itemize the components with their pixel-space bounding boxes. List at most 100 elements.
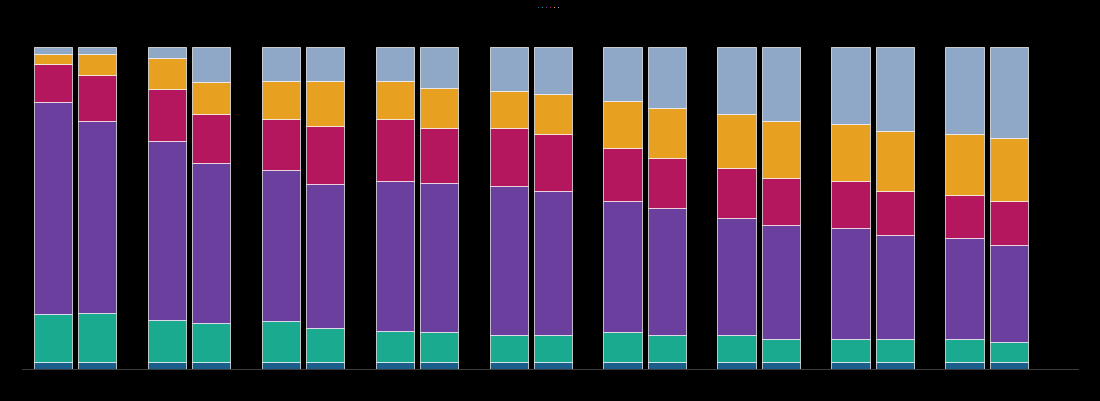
Bar — [262, 362, 300, 369]
Bar — [990, 48, 1028, 138]
Bar — [876, 132, 914, 192]
Bar — [534, 95, 572, 135]
Bar — [990, 362, 1028, 369]
Bar — [490, 129, 528, 186]
Bar — [490, 48, 528, 92]
Bar — [761, 48, 800, 122]
Bar — [648, 108, 686, 158]
Bar — [534, 135, 572, 192]
Bar — [419, 332, 458, 362]
Bar — [375, 120, 414, 181]
Bar — [306, 127, 344, 184]
Bar — [717, 48, 756, 115]
Bar — [990, 342, 1028, 362]
Bar — [761, 362, 800, 369]
Bar — [946, 48, 983, 135]
Bar — [717, 362, 756, 369]
Bar — [78, 362, 117, 369]
Bar — [419, 183, 458, 332]
Bar — [375, 331, 414, 362]
Bar — [147, 141, 186, 321]
Bar — [604, 332, 642, 362]
Bar — [876, 48, 914, 132]
Bar — [262, 321, 300, 362]
Bar — [147, 362, 186, 369]
Bar — [876, 339, 914, 362]
Bar — [534, 192, 572, 336]
Bar — [648, 158, 686, 209]
Bar — [832, 182, 870, 229]
Bar — [375, 181, 414, 331]
Bar — [33, 65, 72, 103]
Bar — [604, 48, 642, 101]
Bar — [33, 48, 72, 55]
Bar — [33, 314, 72, 362]
Bar — [648, 209, 686, 336]
Bar — [534, 362, 572, 369]
Bar — [306, 82, 344, 127]
Bar — [419, 362, 458, 369]
Bar — [717, 115, 756, 168]
Bar — [832, 362, 870, 369]
Bar — [419, 89, 458, 129]
Bar — [604, 101, 642, 148]
Bar — [306, 48, 344, 82]
Bar — [191, 362, 230, 369]
Bar — [191, 114, 230, 163]
Bar — [761, 225, 800, 339]
Legend: 1%, 2%, 3%, 4%, 5%, 6%+: 1%, 2%, 3%, 4%, 5%, 6%+ — [538, 7, 562, 10]
Bar — [490, 186, 528, 335]
Bar — [946, 195, 983, 239]
Bar — [375, 82, 414, 120]
Bar — [191, 163, 230, 324]
Bar — [648, 362, 686, 369]
Bar — [147, 59, 186, 89]
Bar — [147, 48, 186, 59]
Bar — [306, 362, 344, 369]
Bar — [946, 239, 983, 339]
Bar — [876, 235, 914, 339]
Bar — [33, 103, 72, 314]
Bar — [262, 48, 300, 82]
Bar — [604, 202, 642, 332]
Bar — [990, 138, 1028, 202]
Bar — [191, 324, 230, 362]
Bar — [78, 55, 117, 76]
Bar — [78, 122, 117, 313]
Bar — [33, 362, 72, 369]
Bar — [832, 125, 870, 182]
Bar — [490, 92, 528, 129]
Bar — [78, 313, 117, 362]
Bar — [534, 336, 572, 362]
Bar — [419, 48, 458, 89]
Bar — [33, 55, 72, 65]
Bar — [946, 339, 983, 362]
Bar — [262, 82, 300, 120]
Bar — [990, 245, 1028, 342]
Bar — [832, 229, 870, 339]
Bar — [876, 362, 914, 369]
Bar — [78, 76, 117, 122]
Bar — [832, 48, 870, 125]
Bar — [717, 336, 756, 362]
Bar — [490, 335, 528, 362]
Bar — [306, 184, 344, 328]
Bar — [604, 362, 642, 369]
Bar — [717, 168, 756, 219]
Bar — [990, 202, 1028, 245]
Bar — [761, 178, 800, 225]
Bar — [78, 48, 117, 55]
Bar — [375, 362, 414, 369]
Bar — [876, 192, 914, 235]
Bar — [946, 135, 983, 195]
Bar — [832, 339, 870, 362]
Bar — [191, 83, 230, 114]
Bar — [604, 148, 642, 202]
Bar — [147, 89, 186, 141]
Bar — [761, 339, 800, 362]
Bar — [490, 362, 528, 369]
Bar — [717, 219, 756, 336]
Bar — [534, 48, 572, 95]
Bar — [761, 122, 800, 178]
Bar — [262, 120, 300, 171]
